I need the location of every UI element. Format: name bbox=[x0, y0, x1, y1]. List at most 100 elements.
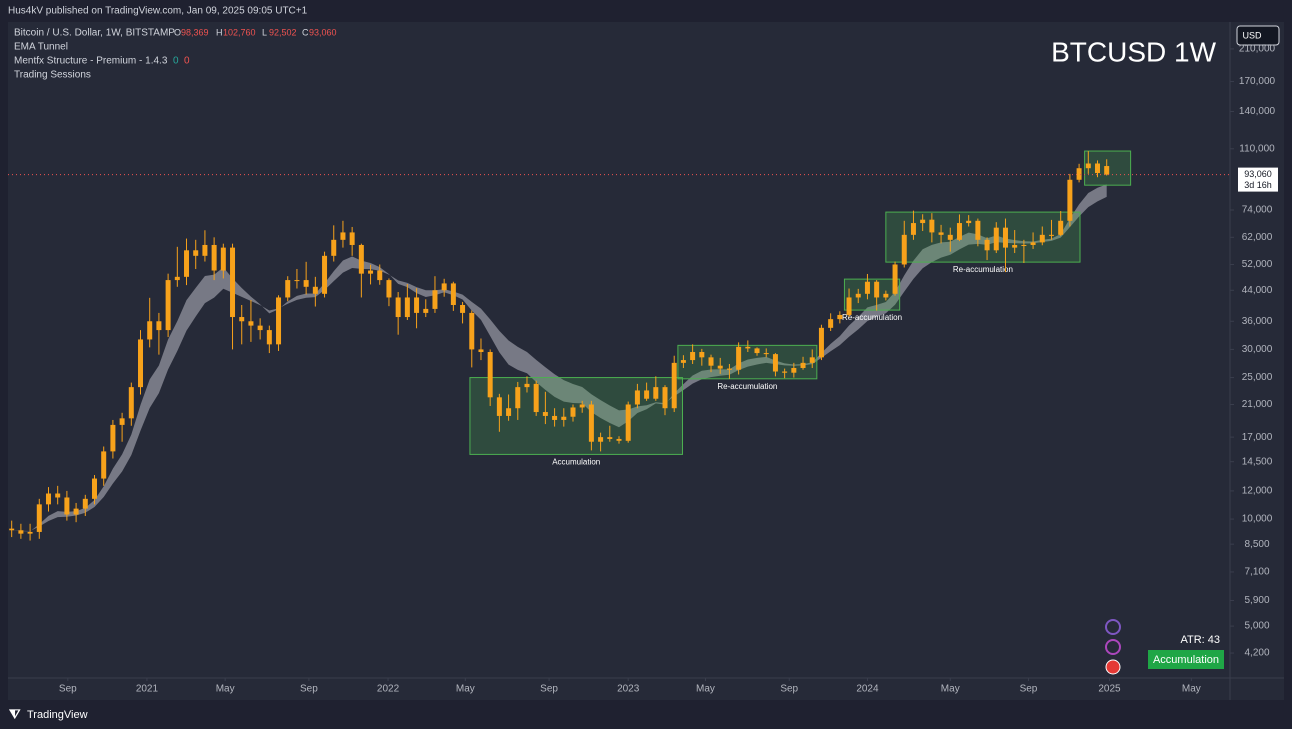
candle-body bbox=[561, 416, 567, 420]
candle-body bbox=[294, 280, 300, 282]
candle-body bbox=[699, 352, 705, 358]
candle-body bbox=[506, 408, 512, 416]
candle-body bbox=[18, 530, 24, 534]
x-tick-label: Sep bbox=[540, 684, 558, 695]
y-tick-label: 5,000 bbox=[1244, 621, 1269, 632]
candle-body bbox=[193, 250, 199, 256]
x-tick-label: Sep bbox=[780, 684, 798, 695]
x-tick-label: May bbox=[1182, 684, 1201, 695]
candle-body bbox=[588, 404, 594, 442]
candle-body bbox=[432, 290, 438, 309]
candle-body bbox=[929, 219, 935, 233]
candle-body bbox=[855, 293, 861, 298]
y-tick-label: 25,000 bbox=[1242, 372, 1273, 383]
x-tick-label: Sep bbox=[1020, 684, 1038, 695]
countdown: 3d 16h bbox=[1244, 180, 1272, 190]
candle-body bbox=[36, 504, 42, 532]
x-tick-label: May bbox=[941, 684, 960, 695]
y-tick-label: 4,200 bbox=[1244, 648, 1269, 659]
ohlc-value: 93,060 bbox=[309, 27, 337, 37]
x-tick-label: Sep bbox=[59, 684, 77, 695]
y-tick-label: 21,000 bbox=[1242, 399, 1273, 410]
indicator-name: EMA Tunnel bbox=[14, 42, 68, 53]
x-tick-label: 2023 bbox=[617, 684, 640, 695]
chart-panel bbox=[8, 22, 1284, 700]
price-label: 93,060 bbox=[1244, 169, 1272, 179]
candle-body bbox=[386, 280, 392, 298]
candle-body bbox=[220, 247, 226, 271]
candle-body bbox=[975, 220, 981, 240]
candle-body bbox=[478, 349, 484, 353]
candle-body bbox=[128, 387, 134, 419]
y-tick-label: 170,000 bbox=[1239, 76, 1276, 87]
candle-body bbox=[184, 250, 190, 277]
y-tick-label: 36,000 bbox=[1242, 316, 1273, 327]
y-tick-label: 74,000 bbox=[1242, 205, 1273, 216]
icon[interactable] bbox=[1105, 619, 1121, 635]
candle-body bbox=[533, 383, 539, 413]
candle-body bbox=[552, 415, 558, 420]
candle-body bbox=[349, 232, 355, 245]
zone bbox=[469, 377, 683, 455]
candle-body bbox=[1021, 244, 1027, 246]
candle-body bbox=[515, 387, 521, 409]
candle-body bbox=[239, 317, 245, 322]
candle-body bbox=[1012, 244, 1018, 248]
candle-body bbox=[423, 308, 429, 313]
candle-body bbox=[119, 418, 125, 425]
candle-body bbox=[414, 297, 420, 313]
candle-body bbox=[920, 219, 926, 224]
currency[interactable]: USD bbox=[1242, 30, 1262, 40]
candle-body bbox=[570, 407, 576, 417]
candle-body bbox=[1048, 234, 1054, 236]
zone bbox=[843, 278, 901, 311]
candle-body bbox=[901, 234, 907, 265]
y-tick-label: 14,500 bbox=[1242, 456, 1273, 467]
icon[interactable] bbox=[1105, 639, 1121, 655]
candle-body bbox=[1076, 168, 1082, 180]
icon[interactable] bbox=[1105, 659, 1121, 675]
candle-body bbox=[257, 325, 263, 331]
candle-body bbox=[312, 286, 318, 294]
candle-body bbox=[947, 234, 953, 240]
y-tick-label: 44,000 bbox=[1242, 285, 1273, 296]
candle-body bbox=[156, 321, 162, 331]
candle-body bbox=[27, 531, 33, 534]
publish-info: Hus4kV published on TradingView.com, Jan… bbox=[8, 6, 308, 17]
candle-body bbox=[818, 327, 824, 358]
candle-body bbox=[708, 357, 714, 366]
zone-label: Re-accumulation bbox=[717, 382, 777, 391]
candle-body bbox=[331, 239, 337, 256]
y-tick-label: 52,000 bbox=[1242, 259, 1273, 270]
ohlc-value: 98,369 bbox=[181, 27, 209, 37]
candle-body bbox=[1002, 227, 1008, 248]
currency-box[interactable] bbox=[1236, 25, 1280, 46]
candle-body bbox=[644, 390, 650, 399]
candle-body bbox=[828, 319, 834, 328]
candle-body bbox=[303, 280, 309, 287]
structure-value: 0 bbox=[184, 56, 190, 67]
x-tick-label: 2021 bbox=[136, 684, 159, 695]
candle-body bbox=[248, 321, 254, 326]
ohlc-value: 92,502 bbox=[269, 27, 297, 37]
zone bbox=[885, 211, 1081, 263]
candle-body bbox=[938, 232, 944, 235]
candle-body bbox=[395, 297, 401, 318]
candle-body bbox=[1058, 220, 1064, 235]
x-tick-label: Sep bbox=[300, 684, 318, 695]
y-tick-label: 62,000 bbox=[1242, 232, 1273, 243]
candle-body bbox=[64, 497, 70, 515]
y-tick-label: 5,900 bbox=[1244, 595, 1269, 606]
atr-label: ATR: 43 bbox=[1180, 634, 1220, 646]
candle-body bbox=[460, 304, 466, 313]
candle-body bbox=[809, 357, 815, 363]
x-tick-label: May bbox=[696, 684, 715, 695]
candle-body bbox=[736, 346, 742, 370]
candle-body bbox=[984, 239, 990, 251]
y-tick-label: 12,000 bbox=[1242, 486, 1273, 497]
y-tick-label: 10,000 bbox=[1242, 514, 1273, 525]
candle-body bbox=[745, 346, 751, 349]
candle-body bbox=[340, 232, 346, 240]
candle-body bbox=[791, 367, 797, 373]
